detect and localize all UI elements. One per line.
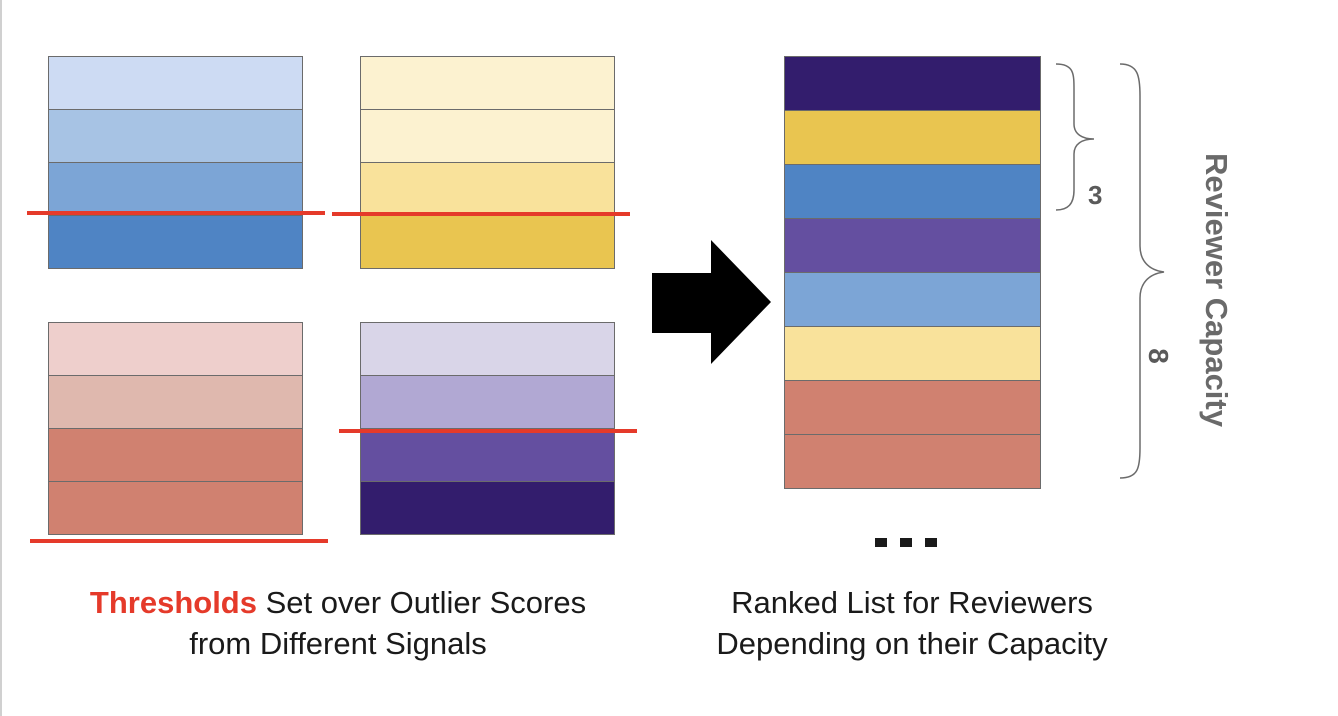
ellipsis-dot bbox=[900, 538, 912, 547]
ranked-item bbox=[784, 110, 1041, 165]
thresholds-highlight: Thresholds bbox=[89, 585, 257, 620]
ranked-item bbox=[784, 164, 1041, 219]
purple-signal-score-block bbox=[360, 375, 615, 429]
ranked-item bbox=[784, 326, 1041, 381]
left-caption: Thresholds Set over Outlier Scores from … bbox=[30, 582, 646, 664]
right-caption-line1: Ranked List for Reviewers bbox=[731, 585, 1093, 620]
inner-brace bbox=[1055, 63, 1095, 211]
yellow-signal-score-block bbox=[360, 109, 615, 163]
ranked-item bbox=[784, 218, 1041, 273]
red-signal-score-block bbox=[48, 481, 303, 535]
ranked-item bbox=[784, 56, 1041, 111]
ellipsis-dot bbox=[875, 538, 887, 547]
ranked-list bbox=[784, 56, 1041, 489]
yellow-signal-stack bbox=[360, 56, 615, 269]
blue-signal-score-block bbox=[48, 215, 303, 269]
purple-signal-stack bbox=[360, 322, 615, 535]
outer-brace bbox=[1119, 63, 1165, 479]
left-caption-line1: Thresholds Set over Outlier Scores bbox=[30, 582, 646, 623]
ranked-item bbox=[784, 434, 1041, 489]
left-caption-line2: from Different Signals bbox=[189, 626, 487, 661]
threshold-line-blue bbox=[27, 211, 325, 215]
left-caption-rest: Set over Outlier Scores bbox=[257, 585, 587, 620]
yellow-signal-score-block bbox=[360, 215, 615, 269]
ranked-item bbox=[784, 380, 1041, 435]
inner-capacity-label: 3 bbox=[1088, 180, 1103, 210]
right-arrow-icon bbox=[652, 240, 771, 364]
reviewer-capacity-label: Reviewer Capacity bbox=[1199, 153, 1234, 427]
blue-signal-stack bbox=[48, 56, 303, 269]
right-caption: Ranked List for Reviewers Depending on t… bbox=[672, 582, 1152, 664]
purple-signal-score-block bbox=[360, 481, 615, 535]
red-signal-score-block bbox=[48, 428, 303, 482]
threshold-line-purple bbox=[339, 429, 637, 433]
ranked-item bbox=[784, 272, 1041, 327]
right-caption-line2: Depending on their Capacity bbox=[716, 626, 1108, 661]
threshold-line-red bbox=[30, 539, 328, 543]
threshold-line-yellow bbox=[332, 212, 630, 216]
outer-capacity-label: 8 bbox=[1142, 348, 1174, 364]
window-edge bbox=[0, 0, 2, 716]
ellipsis-dot bbox=[925, 538, 937, 547]
red-signal-stack bbox=[48, 322, 303, 535]
